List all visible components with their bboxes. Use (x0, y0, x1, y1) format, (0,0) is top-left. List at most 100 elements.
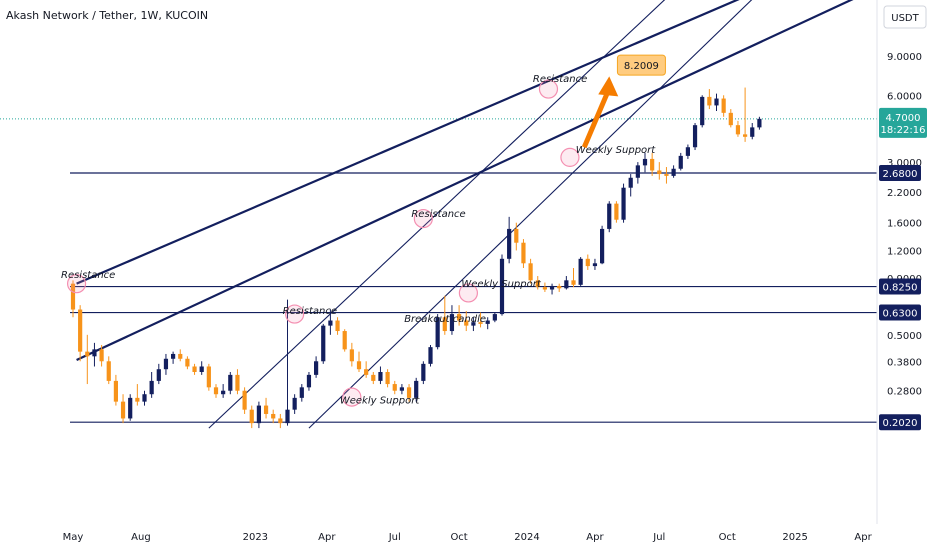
target-badge-bg (616, 54, 666, 76)
annotation-5: Weekly Support (461, 279, 541, 290)
arrow-shaft (581, 87, 612, 149)
price-badge-countdown: 18:22:16 (881, 125, 926, 136)
candle-body-42 (371, 374, 376, 381)
y-tick-0: 9.0000 (887, 52, 922, 63)
candle-body-41 (364, 369, 369, 375)
arrow-head (598, 76, 619, 97)
candle-body-47 (406, 387, 412, 398)
candle-body-24 (242, 390, 247, 410)
touch-circle-6 (560, 147, 580, 167)
candle-body-64 (528, 263, 533, 281)
candle-body-32 (299, 387, 304, 398)
currency-button[interactable]: USDT (883, 5, 927, 29)
candle-body-2 (85, 351, 90, 357)
candle-body-23 (235, 374, 240, 391)
candle-body-94 (743, 134, 748, 137)
candle-body-36 (328, 320, 333, 326)
currency-label: USDT (891, 13, 919, 24)
candle-body-62 (514, 228, 519, 243)
projection-arrow: 8.2009 (581, 54, 666, 149)
candle-body-86 (685, 147, 690, 156)
x-tick-8: Jul (652, 532, 665, 543)
horizontal-levels (70, 172, 877, 423)
candle-body-8 (128, 397, 133, 419)
candle-body-59 (492, 314, 497, 321)
candle-body-72 (585, 258, 590, 267)
candle-body-84 (671, 168, 676, 176)
annotation-7: Weekly Support (576, 145, 656, 156)
x-tick-0: May (63, 532, 84, 543)
candle-body-21 (221, 390, 226, 395)
touch-circle-2 (342, 387, 362, 407)
candle-body-10 (142, 394, 147, 402)
price-axis-bg (877, 0, 932, 524)
candle-body-61 (507, 228, 512, 259)
candle-body-25 (249, 409, 254, 424)
annotation-0: Resistance (61, 270, 115, 281)
candle-body-55 (464, 320, 469, 326)
candle-body-9 (135, 397, 140, 402)
target-badge-label: 8.2009 (624, 61, 659, 72)
candle-body-26 (256, 405, 261, 424)
x-tick-7: Apr (586, 532, 604, 543)
price-badge-value: 4.7000 (886, 113, 921, 124)
candle-body-28 (271, 413, 276, 419)
annotation-4: Breakout candle (404, 314, 486, 325)
candle-body-66 (542, 287, 547, 290)
candle-body-48 (414, 380, 419, 398)
candle-body-22 (228, 374, 233, 391)
candle-body-79 (635, 165, 640, 178)
candle-body-50 (428, 347, 433, 364)
level-badge-bg-2 (879, 304, 921, 321)
candle-body-68 (557, 285, 562, 289)
y-tick-3: 2.2000 (887, 188, 922, 199)
touch-circle-0 (66, 274, 87, 294)
candle-body-31 (292, 397, 297, 410)
candle-body-58 (485, 320, 490, 324)
candle-body-56 (471, 322, 476, 326)
price-axis: 9.00006.00003.00002.20001.60001.20000.90… (876, 0, 932, 524)
candle-body-75 (607, 203, 612, 229)
channel-line-3 (308, 0, 753, 429)
channel-line-1 (76, 0, 854, 362)
y-tick-5: 1.2000 (887, 246, 922, 257)
candle-body-43 (378, 371, 383, 381)
x-tick-2: 2023 (243, 532, 268, 543)
candle-body-82 (657, 170, 662, 175)
candle-body-78 (628, 177, 633, 188)
candle-body-0 (70, 283, 76, 310)
candle-body-83 (664, 174, 669, 176)
y-tick-4: 1.6000 (887, 219, 922, 230)
candle-body-52 (442, 317, 447, 332)
candle-body-17 (192, 366, 197, 372)
candle-body-81 (650, 158, 655, 171)
candle-body-6 (113, 380, 118, 402)
candle-body-46 (399, 387, 404, 391)
candle-body-95 (750, 127, 755, 137)
candle-body-12 (156, 369, 161, 381)
candles (70, 87, 762, 429)
x-tick-10: 2025 (782, 532, 807, 543)
candle-body-88 (700, 96, 705, 126)
candle-body-18 (199, 366, 204, 372)
y-tick-8: 0.3800 (887, 357, 922, 368)
time-axis: May Aug 2023 Apr Jul Oct 2024 Apr Jul Oct 2025 Apr (0, 524, 932, 550)
candle-body-85 (678, 155, 683, 169)
trend-channels (76, 0, 854, 429)
candle-body-73 (592, 263, 598, 267)
candle-body-87 (692, 125, 698, 148)
candle-body-70 (571, 280, 576, 285)
candle-body-30 (285, 409, 290, 424)
candle-body-90 (714, 98, 719, 106)
candle-body-16 (185, 358, 190, 367)
x-tick-5: Oct (450, 532, 467, 543)
touch-circles (66, 79, 580, 407)
candle-body-29 (278, 418, 283, 424)
candle-body-35 (321, 325, 326, 362)
candle-body-54 (457, 314, 462, 321)
candle-body-60 (499, 258, 505, 315)
touch-circle-3 (413, 208, 433, 229)
